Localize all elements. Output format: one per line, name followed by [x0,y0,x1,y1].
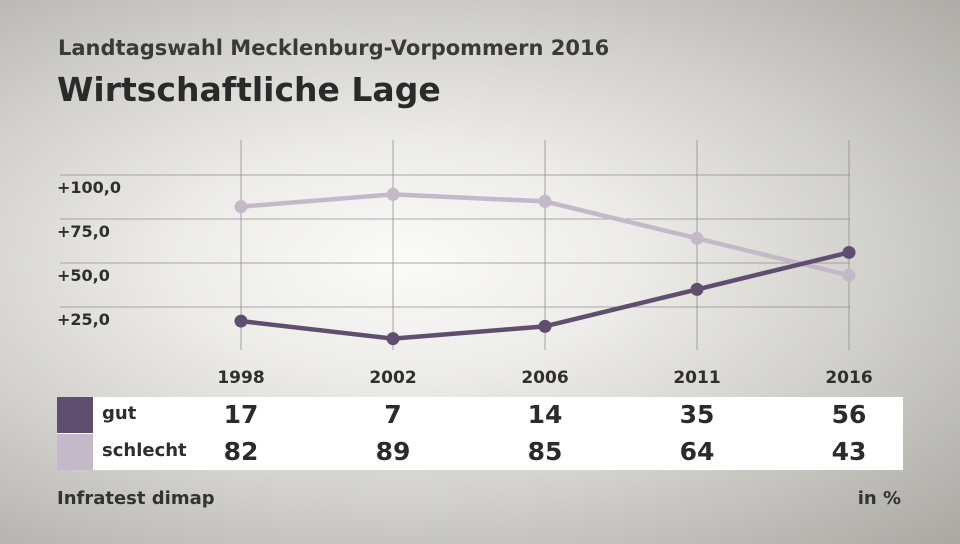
table-cell: 43 [831,437,867,466]
chart-supertitle: Landtagswahl Mecklenburg-Vorpommern 2016 [58,36,610,60]
unit-label: in % [857,488,901,509]
source-label: Infratest dimap [57,488,215,509]
table-cell: 7 [384,400,402,429]
series-layer [234,187,856,346]
y-tick-label: +100,0 [57,178,121,197]
x-tick-label: 2006 [521,368,568,388]
table-cell: 35 [679,400,715,429]
data-point-gut [690,282,704,296]
y-tick-label: +25,0 [57,310,110,329]
grid-layer [60,140,850,350]
data-point-gut [234,314,248,328]
data-point-schlecht [690,231,704,245]
table-cell: 17 [223,400,259,429]
table-cell: 89 [375,437,411,466]
table-cell: 56 [831,400,867,429]
table-cell: 14 [527,400,563,429]
legend-label-gut: gut [102,403,137,424]
data-point-schlecht [386,187,400,201]
table-row-schlecht: schlecht 82 89 85 64 43 [57,434,903,470]
y-tick-label: +50,0 [57,266,110,285]
data-point-schlecht [538,194,552,208]
data-point-gut [538,319,552,333]
y-axis-ticks: +25,0 +50,0 +75,0 +100,0 [57,178,121,329]
table-row-gut: gut 17 7 14 35 56 [57,397,903,433]
data-point-schlecht [234,200,248,214]
x-tick-label: 2016 [825,368,872,388]
data-point-gut [386,332,400,346]
legend-swatch-gut [57,397,93,433]
x-tick-label: 2002 [369,368,416,388]
x-tick-label: 1998 [217,368,264,388]
legend-swatch-schlecht [57,434,93,470]
legend-label-schlecht: schlecht [102,440,187,461]
chart-title: Wirtschaftliche Lage [57,70,441,109]
data-point-gut [842,245,856,259]
data-table: gut 17 7 14 35 56 schlecht 82 89 85 64 4… [57,397,903,470]
table-cell: 82 [223,437,259,466]
y-tick-label: +75,0 [57,222,110,241]
data-point-schlecht [842,268,856,282]
line-chart: +25,0 +50,0 +75,0 +100,0 1998 2002 2006 2011 20… [57,140,873,388]
x-tick-label: 2011 [673,368,720,388]
table-cell: 64 [679,437,715,466]
x-axis-ticks: 1998 2002 2006 2011 2016 [217,368,872,388]
table-cell: 85 [527,437,563,466]
